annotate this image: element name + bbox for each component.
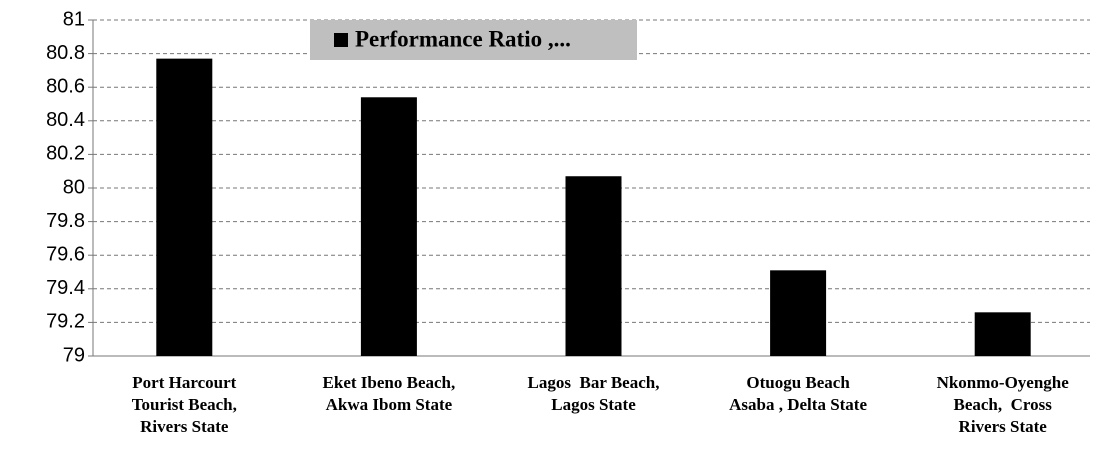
x-tick-label: Lagos Bar Beach, Lagos State: [527, 373, 660, 414]
x-tick-label: Eket Ibeno Beach, Akwa Ibom State: [322, 373, 456, 414]
y-tick-label: 79: [63, 344, 85, 366]
y-tick-label: 79.2: [46, 311, 85, 333]
bar: [565, 176, 622, 356]
y-tick-label: 79.8: [46, 210, 85, 232]
legend-label: Performance Ratio ,...: [355, 26, 571, 51]
y-tick-label: 80.4: [46, 109, 85, 131]
bar: [156, 58, 213, 356]
legend-swatch: [334, 33, 348, 47]
y-tick-label: 80: [63, 176, 85, 198]
x-tick-label: Nkonmo-Oyenghe Beach, Cross Rivers State: [936, 373, 1069, 436]
x-tick-label: Otuogu Beach Asaba , Delta State: [729, 373, 868, 414]
y-tick-label: 80.6: [46, 75, 85, 97]
x-tick-label: Port Harcourt Tourist Beach, Rivers Stat…: [131, 373, 237, 436]
bar: [360, 97, 417, 356]
legend-box: [310, 20, 637, 60]
bar: [770, 270, 827, 356]
y-tick-label: 80.8: [46, 42, 85, 64]
y-tick-label: 81: [63, 8, 85, 30]
y-tick-label: 79.4: [46, 277, 85, 299]
bar: [974, 312, 1031, 356]
y-tick-label: 79.6: [46, 243, 85, 265]
y-tick-label: 80.2: [46, 143, 85, 165]
